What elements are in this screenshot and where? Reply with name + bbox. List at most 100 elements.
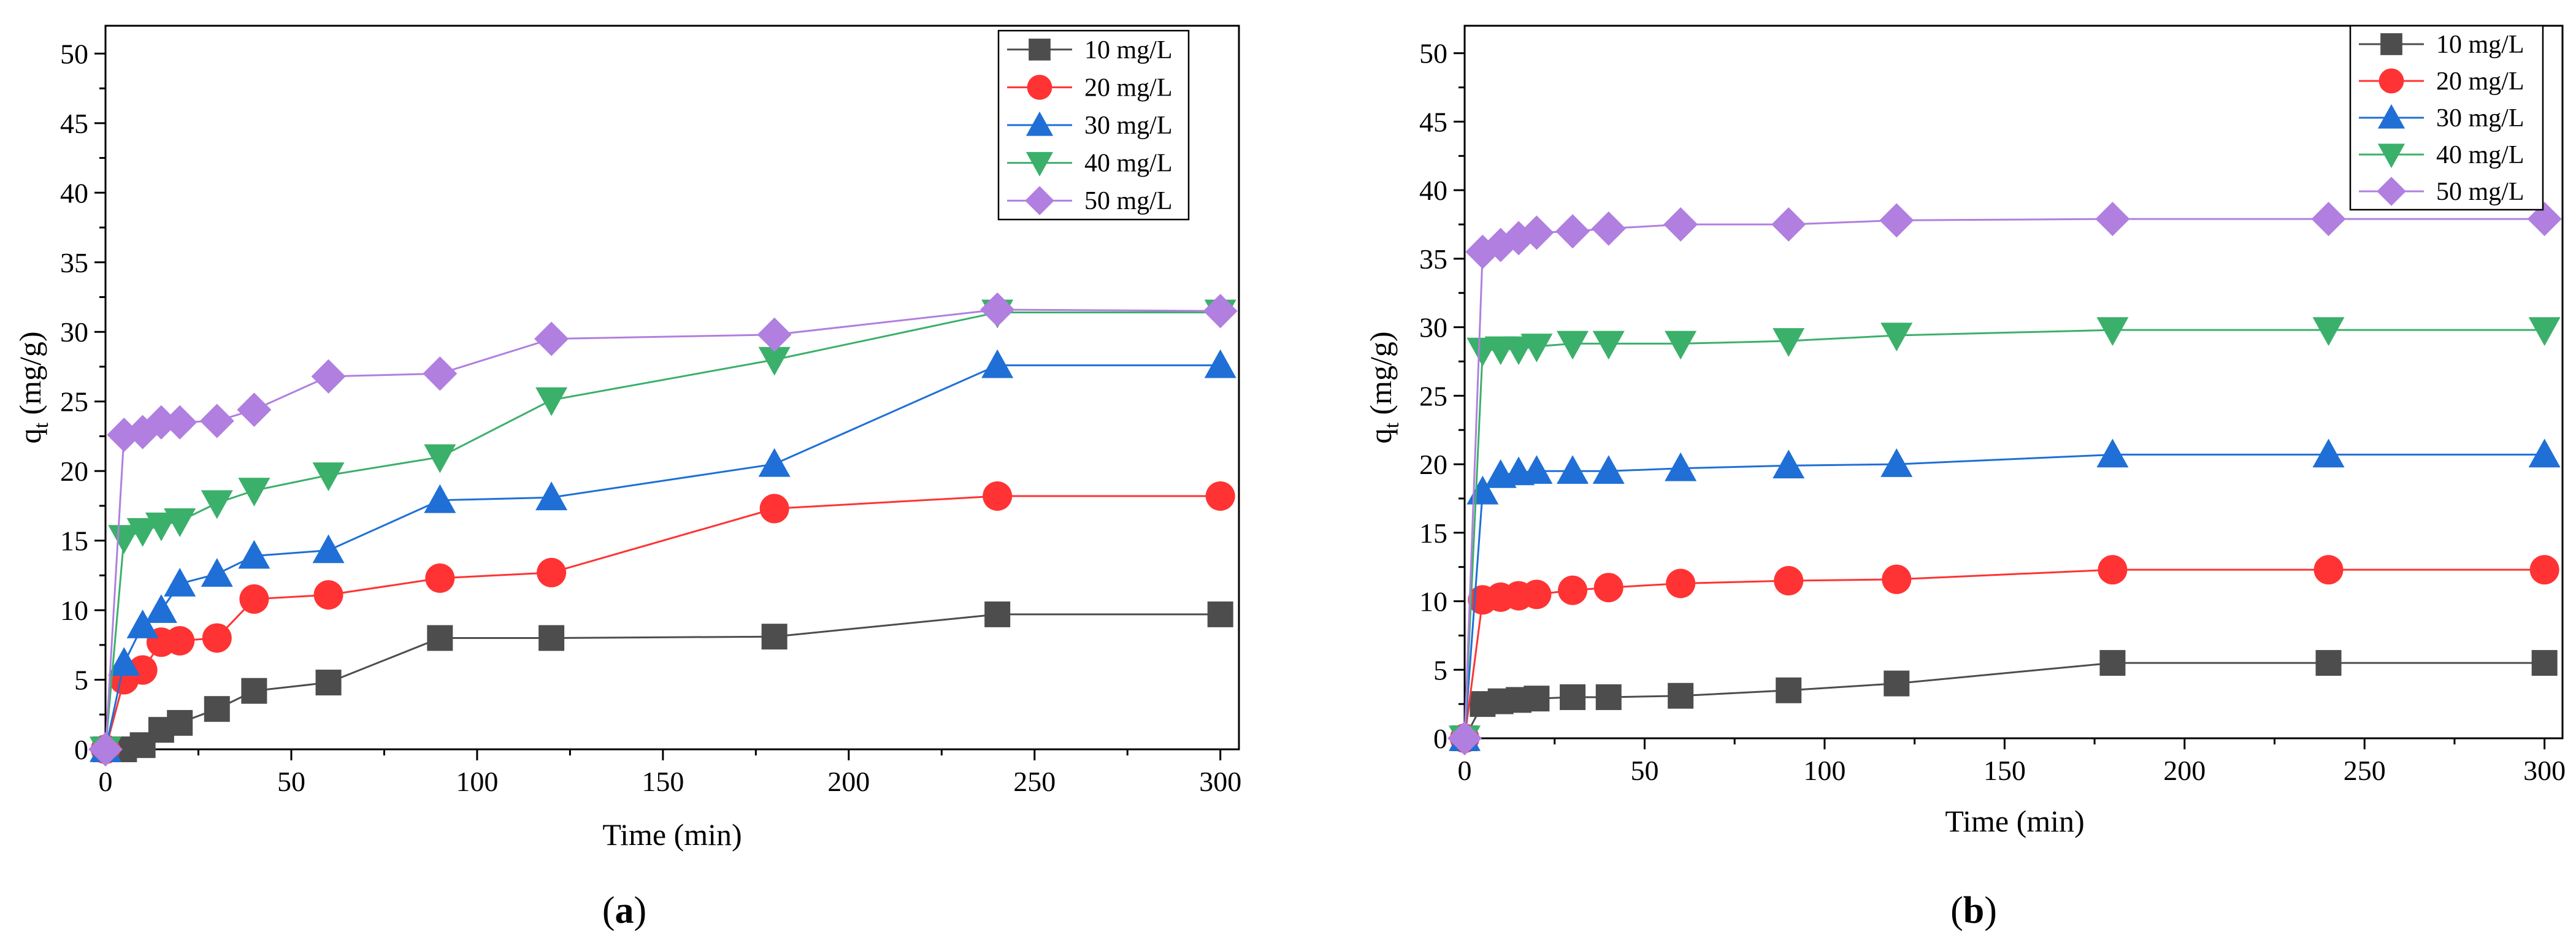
x-tick-label: 50 bbox=[1630, 755, 1658, 786]
y-tick-label: 45 bbox=[1419, 106, 1447, 137]
data-point bbox=[164, 567, 196, 597]
x-tick-label: 50 bbox=[277, 766, 305, 797]
data-point bbox=[1524, 686, 1550, 712]
data-point bbox=[2312, 317, 2345, 346]
data-point bbox=[311, 359, 346, 394]
panel-label-letter: b bbox=[1963, 890, 1984, 931]
data-point bbox=[2096, 317, 2129, 346]
series-line bbox=[1463, 662, 2545, 739]
data-point bbox=[2312, 438, 2345, 468]
legend-label: 50 mg/L bbox=[1084, 187, 1173, 215]
series-10-mg-L bbox=[1452, 650, 2558, 751]
series-10-mg-L bbox=[93, 601, 1233, 762]
panel-label: (a) bbox=[602, 890, 646, 931]
data-point bbox=[1595, 684, 1622, 710]
data-point bbox=[1560, 684, 1586, 710]
data-point bbox=[145, 594, 177, 623]
data-point bbox=[424, 484, 456, 513]
data-point bbox=[1205, 481, 1235, 511]
y-axis-title-subscript: t bbox=[1381, 422, 1403, 429]
data-point bbox=[1880, 448, 1913, 477]
series-line bbox=[1463, 568, 2545, 739]
data-point bbox=[201, 490, 233, 519]
data-point bbox=[1666, 568, 1696, 598]
data-point bbox=[1557, 331, 1589, 360]
data-point bbox=[313, 580, 343, 610]
data-point bbox=[199, 403, 234, 438]
x-tick-label: 200 bbox=[2163, 755, 2206, 786]
y-tick-label: 35 bbox=[60, 247, 88, 278]
data-point bbox=[1771, 207, 1806, 242]
legend-marker bbox=[2377, 143, 2405, 169]
y-tick-label: 45 bbox=[60, 108, 88, 139]
legend-label: 50 mg/L bbox=[2436, 178, 2524, 206]
data-point bbox=[1466, 475, 1499, 505]
data-point bbox=[1557, 455, 1589, 484]
data-point bbox=[2096, 438, 2129, 468]
series-line bbox=[1463, 453, 2545, 739]
y-axis-title: qt (mg/g) bbox=[1363, 331, 1403, 443]
legend-marker bbox=[1025, 111, 1054, 136]
data-point bbox=[241, 678, 267, 704]
data-point bbox=[108, 647, 140, 676]
series-line bbox=[104, 495, 1221, 750]
legend: 10 mg/L 20 mg/L 30 mg/L 40 mg/L 50 mg/L bbox=[2349, 25, 2544, 211]
data-point bbox=[1880, 323, 1913, 352]
data-point bbox=[2531, 650, 2558, 676]
data-point bbox=[1882, 564, 1912, 594]
data-point bbox=[144, 405, 178, 440]
data-point bbox=[1447, 721, 1482, 755]
data-point bbox=[1665, 452, 1697, 481]
data-point bbox=[984, 601, 1011, 627]
y-tick-label: 35 bbox=[1419, 243, 1447, 275]
series-line bbox=[104, 311, 1221, 750]
y-axis-title-subscript: t bbox=[30, 422, 53, 429]
series-50-mg-L bbox=[1447, 202, 2562, 755]
legend-label: 40 mg/L bbox=[2436, 141, 2524, 169]
data-point bbox=[164, 508, 196, 537]
series-line bbox=[1463, 329, 2545, 739]
x-tick-label: 100 bbox=[456, 766, 498, 797]
data-point bbox=[2313, 555, 2344, 585]
data-point bbox=[201, 558, 233, 587]
data-point bbox=[1520, 455, 1553, 484]
data-point bbox=[1663, 207, 1698, 242]
panel-label-open: ( bbox=[602, 890, 615, 931]
data-point bbox=[1665, 331, 1697, 360]
data-point bbox=[534, 321, 569, 356]
data-point bbox=[1879, 203, 1914, 238]
data-point bbox=[126, 610, 159, 638]
data-point bbox=[761, 624, 788, 650]
x-tick-label: 300 bbox=[2523, 755, 2566, 786]
data-point bbox=[1774, 566, 1804, 596]
data-point bbox=[88, 732, 123, 766]
data-point bbox=[983, 481, 1013, 511]
data-point bbox=[2528, 317, 2561, 346]
panel-label: (b) bbox=[1950, 890, 1997, 931]
series-line bbox=[104, 308, 1221, 750]
data-point bbox=[128, 655, 158, 685]
y-axis-title-main: q bbox=[13, 429, 47, 444]
data-point bbox=[1522, 579, 1552, 610]
y-tick-label: 40 bbox=[60, 177, 88, 208]
series-30-mg-L bbox=[1449, 438, 2561, 751]
data-point bbox=[1591, 211, 1626, 246]
legend-marker bbox=[2379, 68, 2404, 94]
y-tick-label: 25 bbox=[60, 386, 88, 418]
y-tick-label: 15 bbox=[60, 526, 88, 557]
data-point bbox=[537, 557, 567, 587]
x-tick-label: 0 bbox=[99, 766, 113, 797]
x-axis-title: Time (min) bbox=[602, 817, 742, 852]
data-point bbox=[758, 448, 791, 477]
legend-label: 30 mg/L bbox=[2436, 104, 2524, 132]
y-tick-label: 30 bbox=[60, 316, 88, 348]
legend-label: 10 mg/L bbox=[2436, 31, 2524, 59]
data-point bbox=[163, 405, 197, 440]
series-50-mg-L bbox=[88, 292, 1238, 766]
data-point bbox=[1593, 573, 1623, 603]
series-line bbox=[105, 613, 1221, 751]
legend-label: 20 mg/L bbox=[2436, 67, 2524, 96]
legend-marker bbox=[1025, 151, 1054, 177]
y-tick-label: 30 bbox=[1419, 312, 1447, 343]
data-point bbox=[1592, 331, 1625, 360]
